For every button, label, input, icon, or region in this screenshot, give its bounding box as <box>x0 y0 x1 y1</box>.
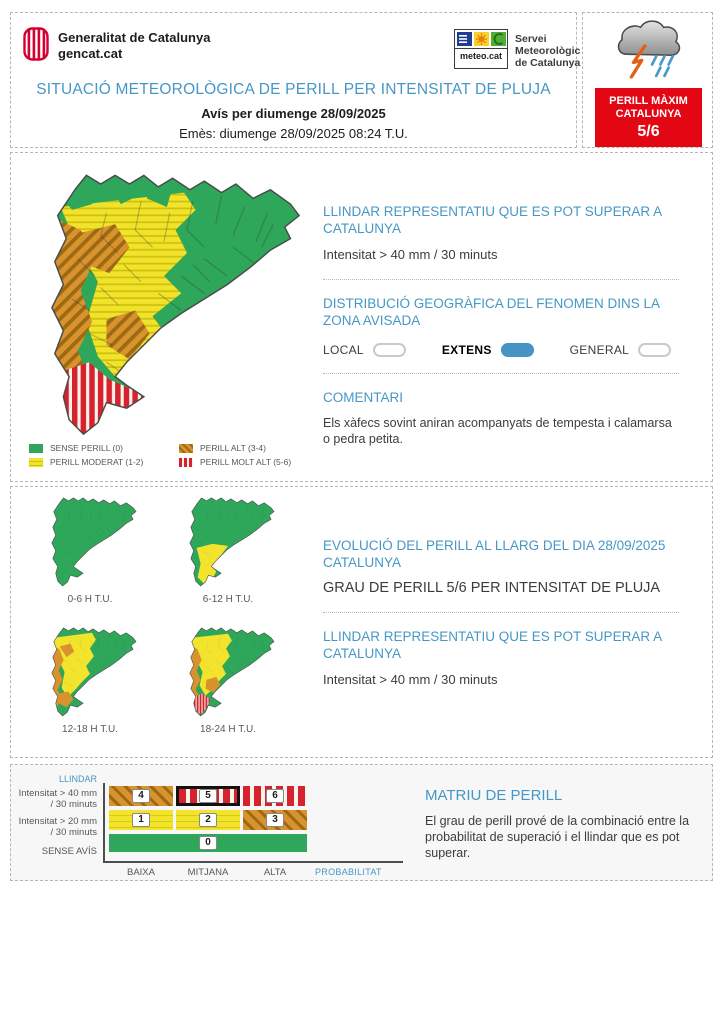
local-toggle[interactable] <box>372 343 406 357</box>
matrix-cells: 4 5 6 1 2 3 0 <box>109 786 307 856</box>
legend-item-perill-moderat: PERILL MODERAT (1-2) <box>29 457 179 467</box>
matrix-col-label-alta: ALTA <box>263 867 287 878</box>
comment-heading: COMENTARI <box>323 390 403 405</box>
generalitat-senyera-icon <box>23 27 49 61</box>
evolution-details-panel: EVOLUCIÓ DEL PERILL AL LLARG DEL DIA 28/… <box>323 537 679 688</box>
issued-timestamp: Emès: diumenge 28/09/2025 08:24 T.U. <box>179 126 408 141</box>
divider <box>323 373 679 374</box>
matrix-cell-0: 0 <box>109 834 307 852</box>
max-danger-badge: PERILL MÀXIM CATALUNYA 5/6 <box>595 88 702 147</box>
distribution-heading: DISTRIBUCIÓ GEOGRÀFICA DEL FENOMEN DINS … <box>323 296 660 328</box>
warning-date: Avís per diumenge 28/09/2025 <box>201 106 386 121</box>
legend-item-perill-alt: PERILL ALT (3-4) <box>179 443 329 453</box>
divider <box>323 612 679 613</box>
danger-matrix-section: LLINDAR Intensitat > 40 mm / 30 minuts I… <box>10 764 713 881</box>
gencat-logo: Generalitat de Catalunya gencat.cat <box>23 27 210 62</box>
legend-swatch-yellow <box>29 457 43 467</box>
distribution-option-general: GENERAL <box>569 343 672 357</box>
matrix-col-label-mitjana: MITJANA <box>187 867 229 878</box>
matrix-y-axis <box>103 783 105 863</box>
extens-toggle[interactable] <box>500 343 534 357</box>
matrix-row-bottom: 0 <box>109 834 307 852</box>
matrix-cell-2: 2 <box>176 810 240 830</box>
meteocat-service-name: Servei Meteorològic de Catalunya <box>515 33 581 69</box>
legend-swatch-green <box>29 443 43 453</box>
storm-cloud-icon <box>617 20 681 79</box>
danger-grade: GRAU DE PERILL 5/6 PER INTENSITAT DE PLU… <box>323 580 661 596</box>
map-legend: SENSE PERILL (0) PERILL MODERAT (1-2) PE… <box>29 441 329 469</box>
matrix-explainer-panel: MATRIU DE PERILL El grau de perill prové… <box>425 787 707 861</box>
matrix-col-label-baixa: BAIXA <box>127 867 155 878</box>
max-danger-panel: PERILL MÀXIM CATALUNYA 5/6 <box>582 12 713 148</box>
gencat-name: Generalitat de Catalunya <box>58 30 211 45</box>
evolution-map-0-6: 0-6 H T.U. <box>21 493 159 623</box>
legend-item-perill-molt-alt: PERILL MOLT ALT (5-6) <box>179 457 329 467</box>
matrix-description: El grau de perill prové de la combinació… <box>425 814 690 860</box>
matrix-x-axis <box>103 861 403 863</box>
matrix-row-label-40mm: Intensitat > 40 mm / 30 minuts <box>18 788 97 810</box>
meteocat-logo: meteo.cat Servei Meteorològic de Catalun… <box>454 29 580 69</box>
extens-label: EXTENS <box>441 343 492 357</box>
matrix-cell-6: 6 <box>243 786 307 806</box>
matrix-cell-1: 1 <box>109 810 173 830</box>
map-0-6-icon <box>51 497 137 587</box>
gencat-url: gencat.cat <box>58 46 123 61</box>
legend-swatch-orange <box>179 443 193 453</box>
distribution-option-extens: EXTENS <box>442 343 534 357</box>
evolution-map-18-24: 18-24 H T.U. <box>159 623 297 753</box>
divider <box>323 279 679 280</box>
threshold-heading: LLINDAR REPRESENTATIU QUE ES POT SUPERAR… <box>323 204 662 236</box>
max-danger-line1: PERILL MÀXIM <box>609 95 688 107</box>
matrix-cell-4: 4 <box>109 786 173 806</box>
matrix-heading: MATRIU DE PERILL <box>425 787 563 804</box>
current-warning-section: SENSE PERILL (0) PERILL MODERAT (1-2) PE… <box>10 152 713 482</box>
matrix-row-top: 4 5 6 <box>109 786 307 806</box>
map-6-12-icon <box>189 497 275 587</box>
evolution-map-6-12: 6-12 H T.U. <box>159 493 297 623</box>
meteocat-crescent-icon <box>491 32 506 46</box>
matrix-row-label-20mm: Intensitat > 20 mm / 30 minuts <box>18 816 97 838</box>
evolution-threshold-value: Intensitat > 40 mm / 30 minuts <box>323 672 498 687</box>
matrix-x-axis-label: PROBABILITAT <box>315 867 382 877</box>
matrix-row-middle: 1 2 3 <box>109 810 307 830</box>
general-toggle[interactable] <box>638 343 672 357</box>
max-danger-line2: CATALUNYA <box>615 108 682 120</box>
map-12-18-icon <box>51 627 137 717</box>
danger-matrix: LLINDAR Intensitat > 40 mm / 30 minuts I… <box>15 769 415 879</box>
meteocat-wordmark: meteo.cat <box>455 48 507 63</box>
matrix-cell-5-highlighted: 5 <box>176 786 240 806</box>
local-label: LOCAL <box>323 343 364 357</box>
legend-swatch-red <box>179 457 193 467</box>
warning-details-panel: LLINDAR REPRESENTATIU QUE ES POT SUPERAR… <box>323 203 679 447</box>
distribution-toggle-group: LOCAL EXTENS GENERAL <box>323 343 679 357</box>
matrix-cell-3: 3 <box>243 810 307 830</box>
distribution-option-local: LOCAL <box>323 343 406 357</box>
comment-text: Els xàfecs sovint aniran acompanyats de … <box>323 416 672 446</box>
evolution-threshold-heading: LLINDAR REPRESENTATIU QUE ES POT SUPERAR… <box>323 629 662 661</box>
evolution-maps: 0-6 H T.U. 6-12 H T.U. <box>21 493 297 753</box>
header: Generalitat de Catalunya gencat.cat <box>10 12 580 148</box>
general-label: GENERAL <box>569 343 630 357</box>
page-title: SITUACIÓ METEOROLÒGICA DE PERILL PER INT… <box>36 81 551 98</box>
matrix-y-axis-label: LLINDAR <box>58 774 97 784</box>
legend-item-sense-perill: SENSE PERILL (0) <box>29 443 179 453</box>
meteocat-bars-icon <box>457 32 472 46</box>
evolution-section: 0-6 H T.U. 6-12 H T.U. <box>10 486 713 758</box>
evolution-map-12-18: 12-18 H T.U. <box>21 623 159 753</box>
catalonia-danger-map <box>50 173 301 436</box>
max-danger-value: 5/6 <box>637 123 660 140</box>
matrix-row-label-sense-avis: SENSE AVÍS <box>41 846 97 857</box>
meteocat-sun-icon <box>474 32 489 46</box>
map-18-24-icon <box>189 627 275 717</box>
threshold-value: Intensitat > 40 mm / 30 minuts <box>323 247 498 262</box>
evolution-heading: EVOLUCIÓ DEL PERILL AL LLARG DEL DIA 28/… <box>323 538 666 570</box>
